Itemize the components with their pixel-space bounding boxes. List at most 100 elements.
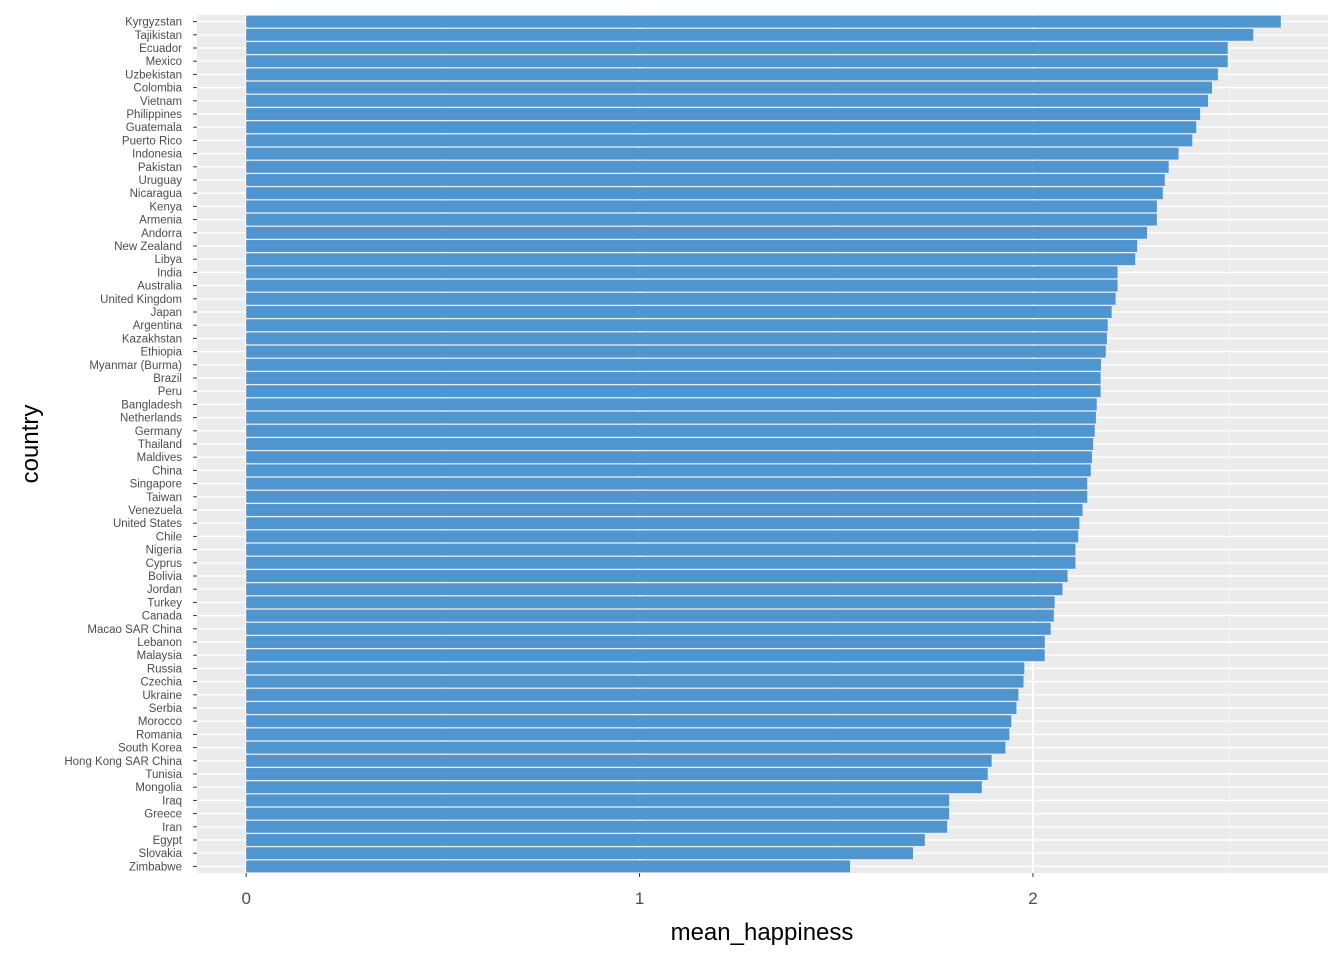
y-tick-label: Mongolia: [135, 782, 182, 794]
bar-greece: [246, 807, 950, 820]
bar-russia: [246, 662, 1025, 675]
bar-germany: [246, 424, 1095, 437]
y-tick-label: Guatemala: [126, 122, 183, 134]
bar-morocco: [246, 715, 1012, 728]
bar-lebanon: [246, 636, 1045, 648]
y-tick-label: Russia: [147, 663, 183, 675]
bar-iraq: [246, 794, 950, 807]
bar-uruguay: [246, 174, 1165, 186]
y-tick-label: Uruguay: [139, 175, 183, 187]
bar-puerto-rico: [246, 134, 1193, 147]
bar-serbia: [246, 702, 1017, 714]
y-tick-label: United States: [113, 518, 182, 530]
bar-thailand: [246, 438, 1094, 450]
y-tick-label: Iraq: [162, 795, 182, 807]
y-tick-label: Indonesia: [132, 149, 182, 161]
y-tick-label: Puerto Rico: [122, 135, 182, 147]
y-tick-label: Maldives: [137, 452, 183, 464]
bar-kyrgyzstan: [246, 15, 1281, 28]
bar-brazil: [246, 372, 1101, 384]
y-tick-label: Kyrgyzstan: [125, 17, 182, 29]
y-tick-label: Pakistan: [138, 162, 182, 174]
y-axis: KyrgyzstanTajikistanEcuadorMexicoUzbekis…: [64, 17, 197, 873]
bar-mongolia: [246, 781, 982, 794]
bar-slovakia: [246, 847, 913, 860]
y-tick-label: Philippines: [126, 109, 182, 121]
y-tick-label: South Korea: [118, 743, 183, 755]
y-tick-label: Zimbabwe: [129, 861, 182, 873]
bar-japan: [246, 306, 1112, 318]
bar-turkey: [246, 596, 1055, 609]
bar-south-korea: [246, 741, 1006, 754]
bar-maldives: [246, 451, 1092, 464]
y-tick-label: Armenia: [139, 215, 182, 227]
bar-guatemala: [246, 121, 1197, 134]
bar-kenya: [246, 200, 1157, 213]
x-axis: 0 1 2: [241, 873, 1038, 908]
bar-argentina: [246, 319, 1108, 332]
bar-taiwan: [246, 490, 1088, 503]
bar-netherlands: [246, 411, 1096, 424]
bar-mexico: [246, 55, 1228, 68]
bar-armenia: [246, 213, 1157, 226]
bar-czechia: [246, 675, 1024, 688]
y-tick-label: Libya: [155, 254, 183, 266]
bar-new-zealand: [246, 240, 1138, 252]
y-tick-label: Ecuador: [139, 43, 182, 55]
bar-pakistan: [246, 160, 1169, 173]
y-tick-label: Egypt: [153, 835, 183, 847]
y-tick-label: Thailand: [138, 439, 182, 451]
y-tick-label: Macao SAR China: [87, 624, 182, 636]
bar-hong-kong-sar-china: [246, 754, 992, 767]
x-tick-label: 0: [241, 889, 250, 908]
bar-macao-sar-china: [246, 622, 1051, 635]
y-tick-label: Peru: [158, 386, 182, 398]
y-tick-label: Kenya: [149, 201, 182, 213]
y-tick-label: Czechia: [140, 677, 182, 689]
y-tick-label: Turkey: [147, 597, 182, 609]
y-tick-label: Romania: [136, 729, 183, 741]
y-tick-label: Myanmar (Burma): [89, 360, 182, 372]
y-tick-label: Tajikistan: [135, 30, 182, 42]
bar-united-kingdom: [246, 292, 1116, 305]
bar-libya: [246, 253, 1136, 266]
y-tick-label: Canada: [142, 611, 183, 623]
y-tick-label: United Kingdom: [100, 294, 182, 306]
x-tick-label: 1: [635, 889, 644, 908]
y-tick-label: Lebanon: [137, 637, 182, 649]
y-tick-label: Vietnam: [140, 96, 182, 108]
y-tick-label: Ethiopia: [140, 347, 182, 359]
y-tick-label: Iran: [162, 822, 182, 834]
bar-indonesia: [246, 147, 1179, 160]
bar-bangladesh: [246, 398, 1097, 411]
y-tick-label: Kazakhstan: [122, 333, 182, 345]
y-tick-label: Slovakia: [139, 848, 183, 860]
y-tick-label: Hong Kong SAR China: [64, 756, 182, 768]
y-tick-label: Nigeria: [146, 545, 183, 557]
bar-zimbabwe: [246, 860, 851, 873]
bar-ethiopia: [246, 345, 1106, 358]
y-tick-label: Chile: [156, 531, 182, 543]
y-tick-label: Bolivia: [148, 571, 182, 583]
bar-egypt: [246, 834, 925, 846]
y-tick-label: Colombia: [133, 83, 182, 95]
y-tick-label: Netherlands: [120, 413, 182, 425]
y-tick-label: Venezuela: [128, 505, 182, 517]
y-tick-label: Australia: [137, 281, 182, 293]
y-tick-label: Bangladesh: [121, 399, 182, 411]
bar-tajikistan: [246, 28, 1254, 41]
bar-ecuador: [246, 42, 1228, 54]
y-tick-label: China: [152, 465, 183, 477]
y-tick-label: Mexico: [146, 56, 182, 68]
bar-nicaragua: [246, 187, 1163, 200]
bar-cyprus: [246, 556, 1076, 569]
bar-peru: [246, 385, 1101, 398]
y-tick-label: Serbia: [149, 703, 183, 715]
x-tick-label: 2: [1028, 889, 1037, 908]
bars: [246, 15, 1281, 873]
bar-myanmar-burma-: [246, 358, 1102, 371]
y-tick-label: Jordan: [147, 584, 182, 596]
bar-china: [246, 464, 1091, 477]
bar-uzbekistan: [246, 68, 1218, 81]
